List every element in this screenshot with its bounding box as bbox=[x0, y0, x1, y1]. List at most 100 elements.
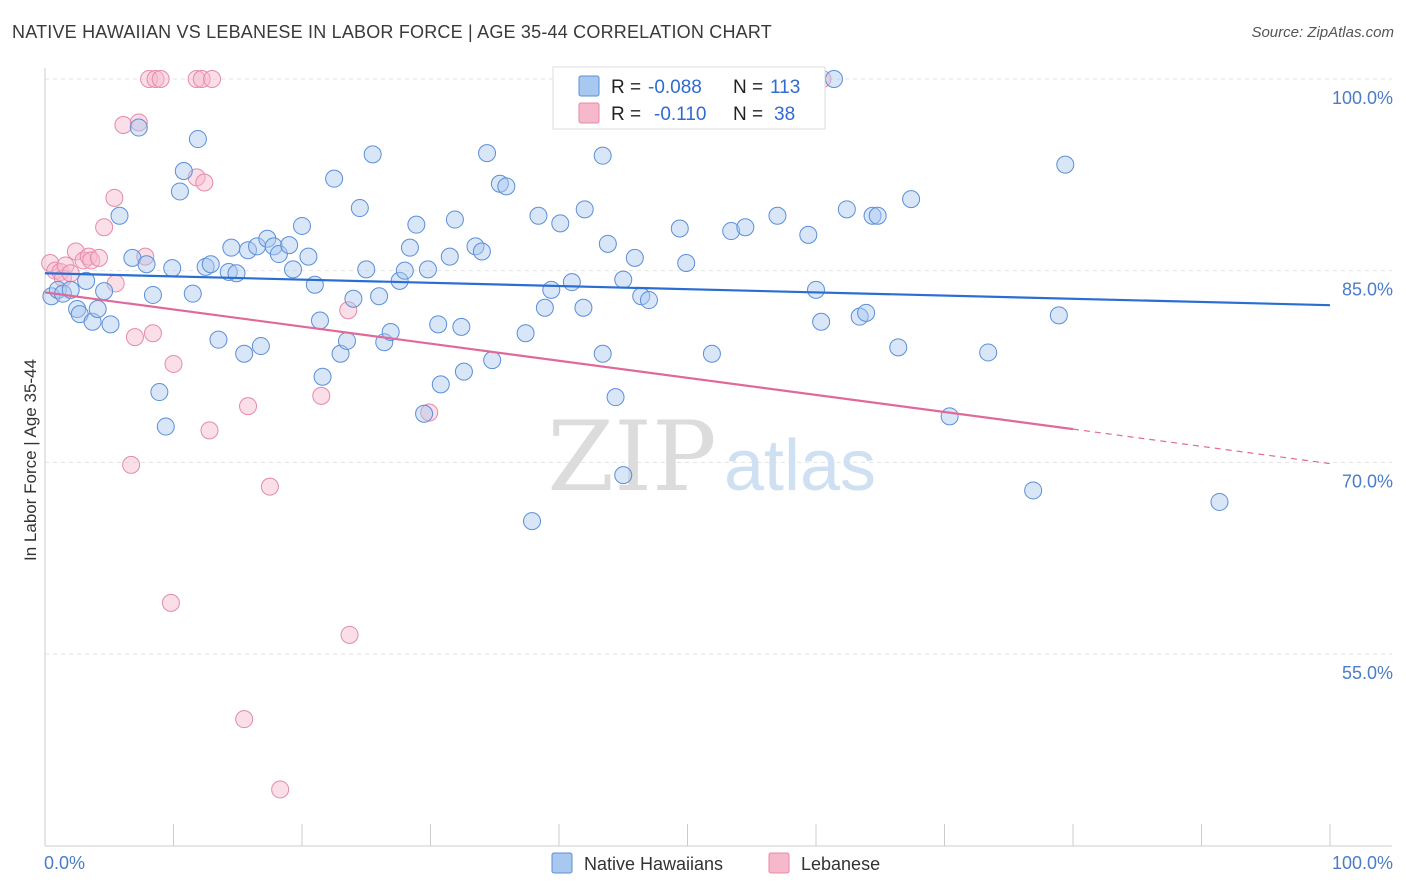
tick-labels: 100.0% 85.0% 70.0% 55.0% 0.0% 100.0% bbox=[44, 88, 1393, 873]
x-tick-label-1: 100.0% bbox=[1332, 853, 1393, 873]
native-hawaiian-point bbox=[381, 323, 400, 341]
native-hawaiian-point bbox=[239, 241, 258, 260]
native-hawaiian-point bbox=[350, 199, 369, 218]
lebanese-trend-line bbox=[44, 291, 1074, 431]
native-hawaiian-point bbox=[940, 407, 959, 426]
native-hawaiian-point bbox=[516, 324, 535, 343]
native-hawaiian-point bbox=[183, 284, 202, 303]
trend-lines bbox=[44, 272, 1331, 465]
lebanese-point bbox=[187, 70, 206, 88]
chart-title: NATIVE HAWAIIAN VS LEBANESE IN LABOR FOR… bbox=[12, 22, 772, 42]
correlation-legend: R = -0.088 N = 113 R = -0.110 N = 38 bbox=[552, 66, 826, 130]
bottom-legend-swatch-pink bbox=[768, 852, 790, 874]
native-hawaiian-point bbox=[889, 338, 908, 357]
native-hawaiian-point bbox=[523, 512, 542, 531]
source-label: Source: ZipAtlas.com bbox=[1251, 24, 1394, 41]
native-hawaiian-point bbox=[736, 218, 755, 237]
native-hawaiian-point bbox=[431, 375, 450, 394]
native-hawaiian-point bbox=[363, 145, 382, 164]
lebanese-point bbox=[260, 477, 279, 496]
lebanese-point bbox=[239, 397, 258, 416]
native-hawaiian-points bbox=[42, 70, 1229, 531]
axes bbox=[44, 68, 1392, 847]
grid-lines bbox=[45, 78, 1392, 655]
bottom-legend-swatch-blue bbox=[551, 852, 573, 874]
native-hawaiian-point bbox=[61, 280, 80, 299]
native-hawaiian-point bbox=[429, 315, 448, 334]
native-hawaiian-point bbox=[440, 247, 459, 266]
native-hawaiian-point bbox=[1210, 492, 1229, 511]
native-hawaiian-point bbox=[807, 280, 825, 299]
native-hawaiian-point bbox=[280, 236, 299, 255]
native-hawaiian-point bbox=[472, 242, 491, 261]
native-hawaiian-point bbox=[593, 344, 612, 363]
native-hawaiian-point bbox=[452, 317, 471, 336]
series-legend: Native Hawaiians Lebanese bbox=[551, 852, 880, 874]
native-hawaiian-point bbox=[542, 280, 561, 299]
y-axis-label: In Labor Force | Age 35-44 bbox=[21, 359, 40, 561]
native-hawaiian-point bbox=[284, 260, 303, 279]
native-hawaiian-point bbox=[110, 206, 129, 225]
native-hawaiian-point bbox=[251, 337, 270, 356]
native-hawaiian-point bbox=[258, 229, 277, 248]
lebanese-point bbox=[146, 70, 165, 88]
lebanese-point bbox=[312, 386, 331, 405]
lebanese-point bbox=[235, 710, 254, 729]
native-hawaiian-point bbox=[799, 225, 818, 244]
native-hawaiian-point bbox=[415, 404, 434, 423]
native-hawaiian-point bbox=[101, 315, 120, 334]
native-hawaiian-point bbox=[325, 169, 344, 188]
y-tick-label-3: 55.0% bbox=[1342, 663, 1393, 683]
native-hawaiian-point bbox=[313, 367, 332, 386]
native-hawaiian-point bbox=[722, 222, 741, 241]
native-hawaiian-point bbox=[95, 282, 114, 301]
native-hawaiian-point bbox=[77, 271, 96, 290]
native-hawaiian-point bbox=[395, 261, 414, 280]
native-hawaiian-point bbox=[625, 248, 644, 267]
native-hawaiian-trend-line bbox=[44, 272, 1331, 307]
native-hawaiian-point bbox=[535, 298, 554, 317]
native-hawaiian-point bbox=[868, 206, 887, 225]
native-hawaiian-point bbox=[400, 238, 419, 257]
watermark-atlas: atlas bbox=[724, 426, 876, 506]
native-hawaiian-point bbox=[1024, 481, 1043, 500]
native-hawaiian-point bbox=[824, 70, 843, 88]
lebanese-point bbox=[95, 218, 114, 237]
y-tick-label-0: 100.0% bbox=[1332, 88, 1393, 108]
lebanese-point bbox=[195, 173, 214, 192]
native-hawaiian-point bbox=[575, 200, 594, 219]
native-hawaiian-point bbox=[614, 270, 633, 289]
native-hawaiian-point bbox=[1049, 306, 1068, 325]
lebanese-point bbox=[340, 625, 359, 644]
native-hawaiian-point bbox=[357, 260, 376, 279]
legend-n-value-1: 113 bbox=[770, 77, 800, 98]
lebanese-point bbox=[114, 116, 133, 134]
watermark: ZIP atlas bbox=[547, 401, 876, 513]
native-hawaiian-point bbox=[88, 300, 107, 318]
legend-swatch-pink bbox=[578, 102, 600, 124]
native-hawaiian-point bbox=[529, 206, 548, 225]
native-hawaiian-point bbox=[418, 260, 437, 279]
native-hawaiian-point bbox=[293, 216, 311, 235]
x-tick-label-0: 0.0% bbox=[44, 853, 85, 873]
native-hawaiian-point bbox=[483, 351, 502, 370]
native-hawaiian-point bbox=[188, 130, 207, 149]
native-hawaiian-point bbox=[143, 285, 162, 304]
native-hawaiian-point bbox=[156, 417, 175, 436]
native-hawaiian-point bbox=[209, 330, 228, 349]
native-hawaiian-point bbox=[606, 388, 625, 407]
y-tick-label-2: 70.0% bbox=[1342, 471, 1393, 491]
native-hawaiian-point bbox=[337, 331, 356, 350]
lebanese-point bbox=[192, 70, 211, 88]
native-hawaiian-point bbox=[201, 255, 220, 274]
native-hawaiian-point bbox=[902, 190, 921, 209]
lebanese-point bbox=[105, 188, 124, 207]
native-hawaiian-point bbox=[857, 303, 876, 322]
native-hawaiian-point bbox=[863, 206, 882, 225]
legend-n-value-2: 38 bbox=[774, 104, 795, 125]
native-hawaiian-point bbox=[235, 344, 254, 363]
native-hawaiian-point bbox=[677, 254, 696, 272]
native-hawaiian-point bbox=[478, 144, 497, 163]
native-hawaiian-point bbox=[768, 206, 787, 225]
